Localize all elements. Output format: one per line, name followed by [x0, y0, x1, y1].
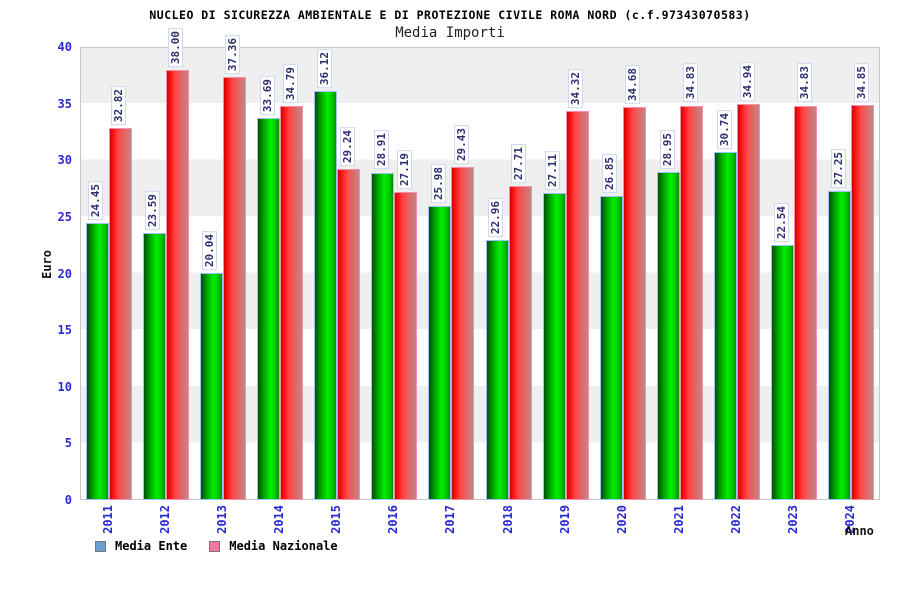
value-label-media-ente-2023: 22.54 — [773, 202, 789, 242]
bar-media-nazionale-2019 — [565, 111, 589, 500]
x-tick-2012: 2012 — [157, 505, 172, 534]
value-label-media-nazionale-2022: 34.94 — [739, 62, 755, 102]
bar-media-nazionale-2024 — [851, 105, 875, 500]
x-tick-2011: 2011 — [100, 505, 115, 534]
x-tick-2019: 2019 — [557, 505, 572, 534]
bar-media-ente-2018 — [485, 239, 509, 500]
bar-media-nazionale-2014 — [280, 106, 303, 500]
value-label-media-ente-2017: 25.98 — [430, 163, 446, 203]
legend-item-media-nazionale: Media Nazionale — [209, 539, 338, 553]
value-label-media-ente-2013: 20.04 — [202, 230, 218, 271]
bar-media-nazionale-2018 — [508, 186, 532, 500]
y-tick-0: 0 — [64, 493, 72, 507]
bar-media-nazionale-2012 — [165, 69, 189, 500]
x-tick-2017: 2017 — [443, 505, 458, 534]
value-label-media-ente-2014: 33.69 — [259, 76, 275, 116]
bars-layer: 24.45 32.82 23.59 38.00 20.04 37.36 33.69 34.79… — [80, 27, 880, 500]
value-label-media-ente-2015: 36.12 — [316, 48, 332, 88]
bar-media-nazionale-2017 — [451, 166, 475, 500]
value-label-media-nazionale-2016: 27.19 — [396, 149, 412, 190]
bar-media-ente-2015 — [314, 90, 338, 500]
bar-media-nazionale-2015 — [337, 168, 361, 500]
bar-media-ente-2021 — [657, 172, 680, 500]
y-tick-20: 20 — [57, 266, 72, 281]
chart-subtitle: Media Importi — [395, 25, 505, 41]
legend-swatch-media-ente-icon — [95, 541, 106, 552]
value-label-media-nazionale-2020: 34.68 — [625, 65, 641, 105]
value-label-media-ente-2016: 28.91 — [373, 130, 389, 170]
bar-media-nazionale-2023 — [794, 105, 818, 500]
value-label-media-ente-2019: 27.11 — [545, 150, 561, 190]
legend-swatch-media-nazionale-icon — [209, 541, 221, 552]
x-tick-2020: 2020 — [614, 505, 629, 534]
value-label-media-nazionale-2012: 38.00 — [168, 27, 184, 67]
value-label-media-nazionale-2019: 34.32 — [568, 69, 584, 109]
x-tick-2016: 2016 — [386, 505, 401, 534]
y-tick-40: 40 — [57, 40, 72, 54]
bar-media-ente-2017 — [428, 205, 452, 500]
y-tick-15: 15 — [57, 323, 72, 338]
x-tick-2013: 2013 — [214, 505, 229, 534]
bar-media-ente-2011 — [85, 223, 109, 500]
x-tick-2021: 2021 — [672, 505, 686, 534]
legend-item-media-ente: Media Ente — [95, 540, 187, 553]
bar-media-ente-2016 — [371, 172, 395, 500]
chart-title: NUCLEO DI SICUREZZA AMBIENTALE E DI PROT… — [149, 8, 751, 22]
x-axis-label: Anno — [845, 524, 874, 538]
legend-label-media-nazionale: Media Nazionale — [229, 539, 338, 553]
x-tick-2023: 2023 — [786, 505, 801, 534]
bar-media-nazionale-2021 — [680, 105, 703, 500]
bar-media-ente-2022 — [714, 151, 738, 500]
value-label-media-nazionale-2021: 34.83 — [682, 63, 698, 103]
y-tick-5: 5 — [64, 436, 72, 451]
value-label-media-nazionale-2015: 29.24 — [339, 126, 355, 166]
value-label-media-ente-2012: 23.59 — [145, 190, 161, 230]
value-label-media-nazionale-2023: 34.83 — [796, 63, 812, 103]
value-label-media-ente-2022: 30.74 — [716, 109, 732, 149]
y-tick-25: 25 — [57, 209, 72, 224]
bar-media-nazionale-2022 — [737, 104, 761, 500]
bar-media-ente-2012 — [142, 232, 166, 500]
bar-media-ente-2023 — [771, 244, 795, 500]
value-label-media-nazionale-2024: 34.85 — [853, 63, 869, 103]
value-label-media-nazionale-2018: 27.71 — [511, 144, 527, 184]
bar-media-nazionale-2013 — [222, 76, 246, 500]
value-label-media-ente-2011: 24.45 — [88, 180, 104, 221]
value-label-media-nazionale-2014: 34.79 — [282, 63, 298, 104]
y-tick-10: 10 — [57, 379, 72, 394]
value-label-media-ente-2018: 22.96 — [488, 197, 504, 237]
value-label-media-ente-2024: 27.25 — [830, 149, 846, 189]
bar-media-ente-2019 — [542, 192, 566, 500]
value-label-media-nazionale-2013: 37.36 — [225, 34, 241, 74]
legend: Media Ente Media Nazionale — [95, 540, 350, 553]
value-label-media-nazionale-2011: 32.82 — [111, 86, 127, 126]
y-tick-35: 35 — [57, 96, 72, 111]
value-label-media-ente-2020: 26.85 — [602, 153, 618, 193]
legend-label-media-ente: Media Ente — [115, 539, 188, 553]
bar-media-ente-2024 — [828, 191, 852, 500]
bar-media-ente-2013 — [199, 273, 223, 500]
bar-media-nazionale-2011 — [108, 128, 132, 500]
y-tick-30: 30 — [57, 153, 72, 168]
x-tick-2015: 2015 — [329, 505, 344, 534]
bar-media-nazionale-2020 — [622, 107, 646, 500]
bar-media-ente-2020 — [599, 195, 623, 500]
x-tick-2022: 2022 — [729, 505, 744, 534]
value-label-media-nazionale-2017: 29.43 — [453, 124, 469, 164]
bar-media-ente-2014 — [257, 118, 280, 500]
x-tick-2014: 2014 — [272, 505, 286, 534]
value-label-media-ente-2021: 28.95 — [659, 130, 675, 170]
x-tick-2018: 2018 — [500, 505, 515, 534]
bar-media-nazionale-2016 — [394, 192, 418, 500]
